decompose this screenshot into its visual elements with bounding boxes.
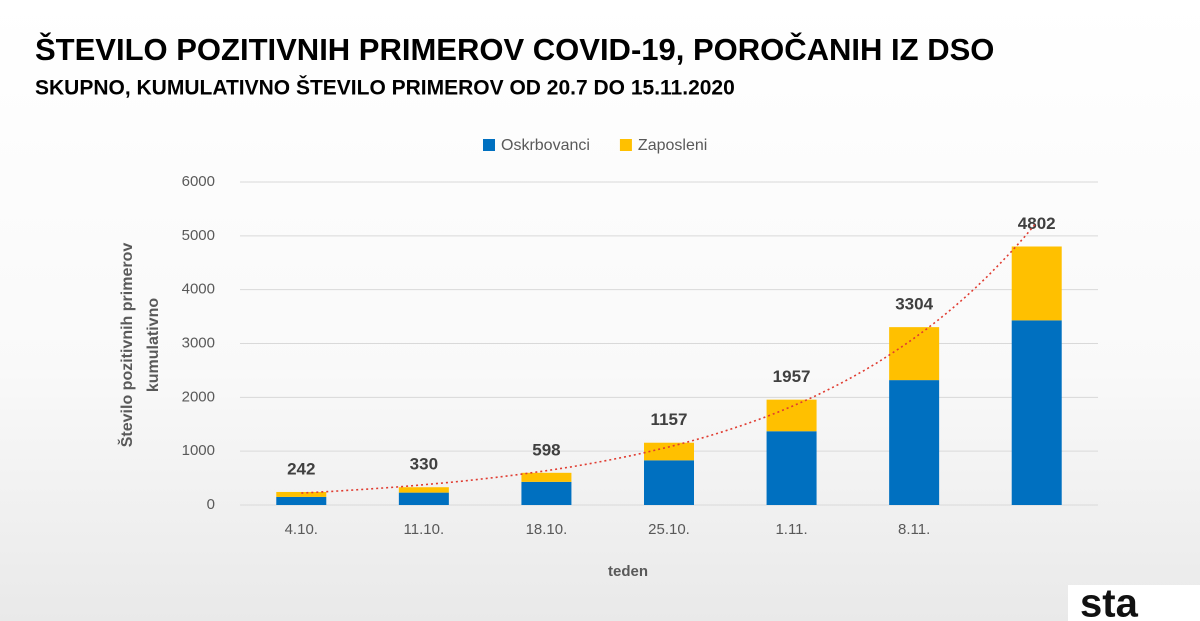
y-tick-label: 1000	[182, 442, 215, 459]
total-label: 4802	[1018, 214, 1056, 233]
y-tick-label: 6000	[182, 173, 215, 190]
bar-segment	[521, 481, 572, 505]
total-label: 1957	[773, 367, 811, 386]
total-label: 598	[532, 440, 560, 459]
legend-label: Zaposleni	[638, 137, 707, 154]
chart-title: ŠTEVILO POZITIVNIH PRIMEROV COVID-19, PO…	[35, 31, 994, 67]
x-tick-label: 11.10.	[404, 521, 445, 538]
logo-box	[1068, 585, 1200, 621]
y-tick-label: 5000	[182, 227, 215, 244]
y-tick-label: 3000	[182, 334, 215, 351]
bar-segment	[889, 380, 940, 505]
trend-line	[301, 221, 1038, 494]
bar-segment	[644, 442, 694, 461]
bar-segment	[398, 487, 449, 493]
bar-segment	[398, 492, 449, 505]
legend-swatch	[619, 139, 632, 151]
total-label: 1157	[651, 410, 688, 429]
y-axis-title: Število pozitivnih primerov kumulativno	[117, 243, 162, 448]
y-tick-label: 2000	[182, 388, 215, 405]
total-label: 3304	[895, 295, 933, 314]
legend-swatch	[483, 139, 495, 151]
bar-segment	[766, 399, 817, 432]
logo: sta	[1080, 582, 1139, 621]
x-tick-label: 18.10.	[526, 521, 568, 538]
total-label: 242	[287, 459, 315, 478]
x-tick-label: 8.11.	[898, 521, 930, 538]
legend-label: Oskrbovanci	[501, 137, 590, 154]
bar-segment	[1011, 246, 1062, 321]
y-axis-title-line: kumulativno	[145, 298, 162, 392]
bar-segment	[1011, 320, 1062, 505]
bar-segment	[889, 327, 940, 381]
x-tick-label: 4.10.	[285, 521, 318, 538]
bar-segment	[276, 496, 327, 505]
bar-segment	[276, 491, 327, 497]
x-axis-title: teden	[608, 563, 648, 580]
bar-segment	[766, 431, 817, 505]
bar-segment	[644, 460, 694, 505]
y-tick-label: 0	[207, 496, 215, 513]
x-tick-label: 1.11.	[775, 521, 807, 538]
bar-segment	[521, 472, 572, 482]
total-label: 330	[410, 455, 438, 474]
y-axis-title-line: Število pozitivnih primerov	[117, 243, 136, 448]
x-tick-label: 25.10.	[648, 521, 690, 538]
y-tick-label: 4000	[182, 281, 215, 298]
chart-subtitle: SKUPNO, KUMULATIVNO ŠTEVILO PRIMEROV OD …	[35, 76, 735, 100]
